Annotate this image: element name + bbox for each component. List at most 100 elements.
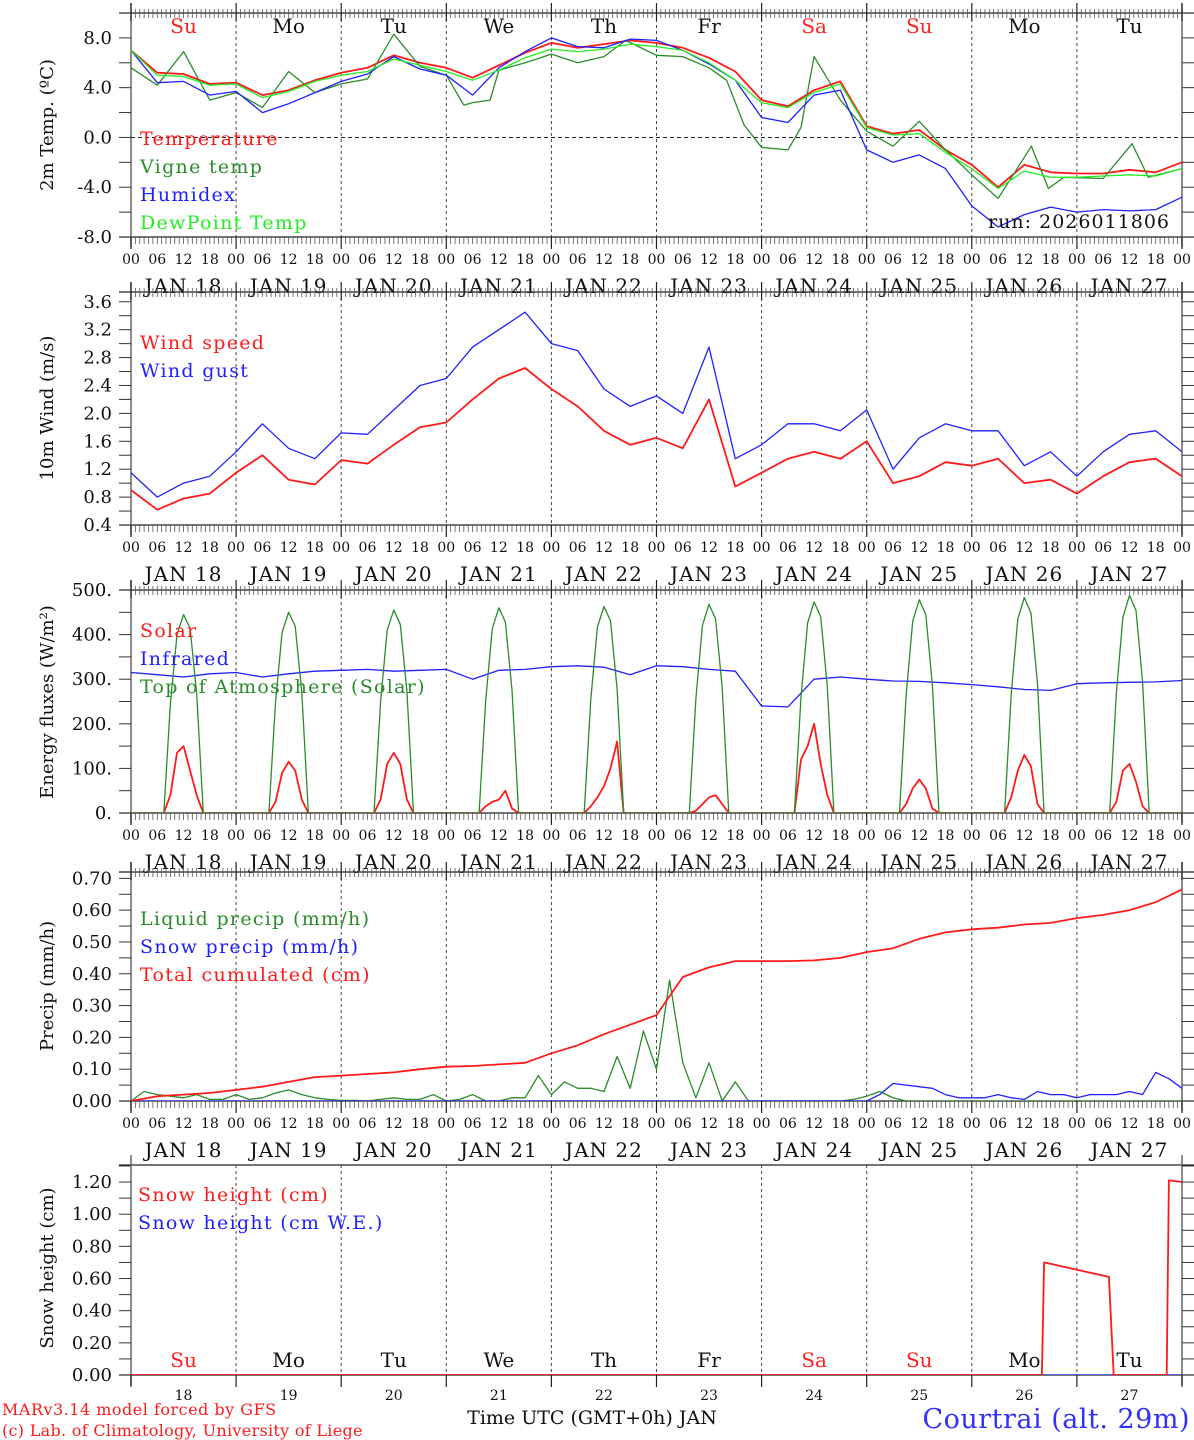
x-hour-label: 18 xyxy=(832,1116,850,1132)
x-hour-label: 06 xyxy=(464,828,482,844)
x-date-label: JAN 27 xyxy=(1089,274,1169,298)
run-label: run: 2026011806 xyxy=(988,211,1170,233)
x-date-label: JAN 23 xyxy=(668,1138,748,1162)
x-hour-label: 00 xyxy=(542,540,560,556)
series-line-vigne-temp xyxy=(131,33,1182,200)
x-hour-label: 00 xyxy=(227,1116,245,1132)
y-tick-label: 0.8 xyxy=(83,487,112,508)
x-hour-label: 18 xyxy=(306,540,324,556)
x-hour-label: 00 xyxy=(227,252,245,268)
x-date-label: JAN 19 xyxy=(248,850,328,874)
credit-line: MARv3.14 model forced by GFS xyxy=(2,1400,277,1419)
x-hour-label: 00 xyxy=(437,1116,455,1132)
panel-3: 500. 400. 300. 200. 100. 0. Energy fluxes (W/m… xyxy=(37,580,1194,874)
weekday-label: Sa xyxy=(801,1348,827,1372)
x-hour-label: 12 xyxy=(490,828,508,844)
legend-entry: Solar xyxy=(140,620,197,642)
x-hour-label: 18 xyxy=(621,828,639,844)
x-hour-label: 00 xyxy=(332,252,350,268)
y-tick-label: 0.50 xyxy=(72,932,112,953)
weekday-label: Fr xyxy=(697,14,721,38)
y-tick-label: 0.20 xyxy=(72,1333,112,1354)
y-tick-label: 400. xyxy=(72,625,112,646)
x-hour-label: 12 xyxy=(910,828,928,844)
y-tick-label: 1.6 xyxy=(83,431,112,452)
x-day-number: 25 xyxy=(910,1388,928,1404)
x-hour-label: 06 xyxy=(779,540,797,556)
x-hour-label: 06 xyxy=(359,828,377,844)
x-hour-label: 12 xyxy=(175,1116,193,1132)
x-hour-label: 06 xyxy=(253,252,271,268)
weekday-label: Mo xyxy=(1008,14,1041,38)
x-hour-label: 06 xyxy=(569,252,587,268)
x-hour-label: 06 xyxy=(674,1116,692,1132)
x-hour-label: 18 xyxy=(201,252,219,268)
x-date-label: JAN 23 xyxy=(668,850,748,874)
x-hour-label: 00 xyxy=(437,252,455,268)
x-hour-label: 06 xyxy=(779,1116,797,1132)
x-day-number: 24 xyxy=(805,1388,823,1404)
x-hour-label: 06 xyxy=(884,1116,902,1132)
y-axis-title: 10m Wind (m/s) xyxy=(37,336,58,481)
y-tick-label: 0.60 xyxy=(72,1269,112,1290)
weekday-label: Su xyxy=(906,1348,933,1372)
legend-entry: Top of Atmosphere (Solar) xyxy=(140,676,426,698)
x-date-label: JAN 20 xyxy=(353,850,433,874)
legend-entry: DewPoint Temp xyxy=(140,212,308,234)
x-day-number: 22 xyxy=(595,1388,613,1404)
x-hour-label: 12 xyxy=(280,540,298,556)
x-hour-label: 18 xyxy=(726,252,744,268)
x-hour-label: 12 xyxy=(805,252,823,268)
y-axis-title: 2m Temp. (ºC) xyxy=(37,59,58,191)
x-date-label: JAN 18 xyxy=(143,562,223,586)
x-hour-label: 18 xyxy=(411,252,429,268)
x-hour-label: 00 xyxy=(753,540,771,556)
x-hour-label: 00 xyxy=(542,1116,560,1132)
y-tick-label: 200. xyxy=(72,714,112,735)
x-hour-label: 00 xyxy=(437,828,455,844)
x-date-label: JAN 18 xyxy=(143,274,223,298)
x-hour-label: 12 xyxy=(280,828,298,844)
x-date-label: JAN 24 xyxy=(773,562,853,586)
y-tick-label: 2.8 xyxy=(83,348,112,369)
y-tick-label: 0.60 xyxy=(72,900,112,921)
x-hour-label: 18 xyxy=(201,540,219,556)
y-tick-label: 100. xyxy=(72,758,112,779)
x-hour-label: 00 xyxy=(122,828,140,844)
x-hour-label: 12 xyxy=(490,1116,508,1132)
weekday-label: Fr xyxy=(697,1348,721,1372)
x-date-label: JAN 27 xyxy=(1089,562,1169,586)
x-hour-label: 06 xyxy=(779,252,797,268)
y-tick-label: 0.00 xyxy=(72,1365,112,1386)
x-hour-label: 00 xyxy=(227,828,245,844)
x-date-label: JAN 26 xyxy=(983,274,1063,298)
x-hour-label: 00 xyxy=(542,252,560,268)
x-date-label: JAN 21 xyxy=(458,850,538,874)
x-hour-label: 00 xyxy=(963,1116,981,1132)
x-hour-label: 06 xyxy=(359,1116,377,1132)
x-hour-label: 18 xyxy=(201,1116,219,1132)
legend-entry: Snow height (cm W.E.) xyxy=(138,1212,384,1234)
x-hour-label: 06 xyxy=(989,828,1007,844)
x-day-number: 19 xyxy=(280,1388,298,1404)
series-line-wind-gust xyxy=(131,311,1182,498)
x-hour-label: 18 xyxy=(516,540,534,556)
x-hour-label: 18 xyxy=(1042,540,1060,556)
weekday-label: Su xyxy=(170,1348,197,1372)
x-hour-label: 00 xyxy=(648,252,666,268)
x-hour-label: 18 xyxy=(726,1116,744,1132)
x-hour-label: 06 xyxy=(674,252,692,268)
x-date-label: JAN 24 xyxy=(773,850,853,874)
series-line-infrared xyxy=(131,665,1182,708)
x-hour-label: 12 xyxy=(1121,828,1139,844)
y-tick-label: 1.2 xyxy=(83,459,112,480)
x-day-number: 26 xyxy=(1015,1388,1033,1404)
x-hour-label: 12 xyxy=(910,540,928,556)
x-hour-label: 12 xyxy=(385,540,403,556)
x-hour-label: 00 xyxy=(753,1116,771,1132)
x-hour-label: 00 xyxy=(858,540,876,556)
x-hour-label: 00 xyxy=(753,252,771,268)
x-hour-label: 06 xyxy=(359,252,377,268)
